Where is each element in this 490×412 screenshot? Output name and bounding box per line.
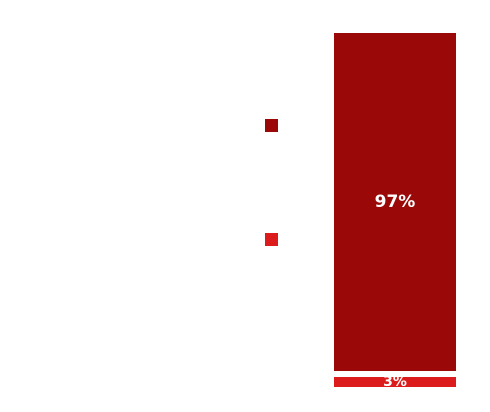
legend-label-continuous-token-distribution: Continuous token distribution: [32, 117, 248, 173]
bar-segment-continuous-token-distribution: [334, 33, 456, 371]
bar-segment-token-sale: [334, 377, 456, 387]
data-label-continuous-token-distribution: 97%: [375, 192, 416, 212]
legend-swatch-token-sale: [265, 233, 278, 246]
legend-swatch-continuous-token-distribution: [265, 119, 278, 132]
data-label-token-sale: 3%: [383, 374, 407, 390]
legend-label-token-sale: Token sale: [113, 231, 248, 253]
